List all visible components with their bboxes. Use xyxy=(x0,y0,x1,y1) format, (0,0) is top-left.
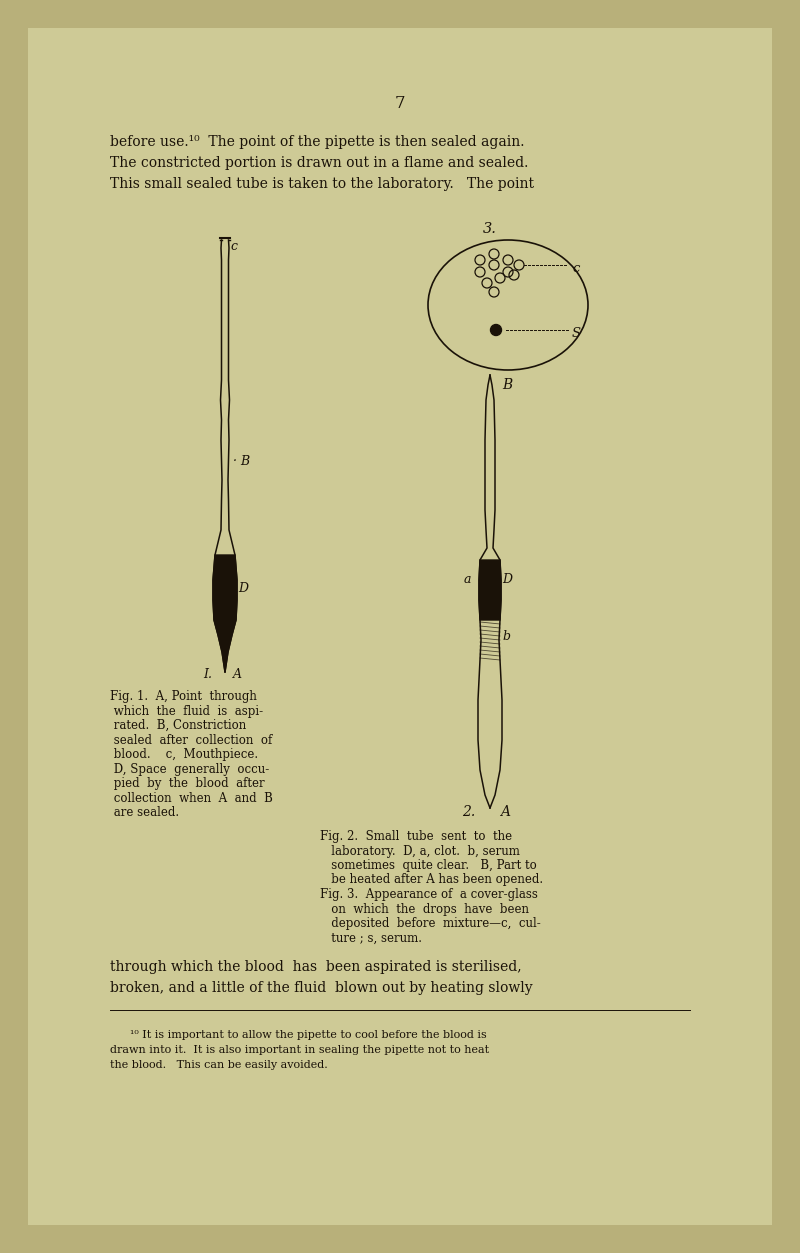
Text: b: b xyxy=(502,630,510,643)
Text: broken, and a little of the fluid  blown out by heating slowly: broken, and a little of the fluid blown … xyxy=(110,981,533,995)
Text: Fig. 3.  Appearance of  a cover-glass: Fig. 3. Appearance of a cover-glass xyxy=(320,888,538,901)
Text: deposited  before  mixture—c,  cul-: deposited before mixture—c, cul- xyxy=(320,917,541,930)
Text: a: a xyxy=(464,573,471,586)
Text: blood.    c,  Mouthpiece.: blood. c, Mouthpiece. xyxy=(110,748,258,761)
Text: D: D xyxy=(502,573,512,586)
Circle shape xyxy=(490,325,502,336)
Text: A: A xyxy=(500,804,510,819)
Text: rated.  B, Constriction: rated. B, Constriction xyxy=(110,719,246,732)
Text: ¹⁰ It is important to allow the pipette to cool before the blood is: ¹⁰ It is important to allow the pipette … xyxy=(130,1030,486,1040)
Text: I.: I. xyxy=(203,668,212,680)
Text: B: B xyxy=(502,378,512,392)
Text: 3.: 3. xyxy=(483,222,497,236)
Text: 2.: 2. xyxy=(462,804,475,819)
Text: c: c xyxy=(230,241,237,253)
Text: Fig. 1.  A, Point  through: Fig. 1. A, Point through xyxy=(110,690,257,703)
Text: collection  when  A  and  B: collection when A and B xyxy=(110,792,273,804)
Text: the blood.   This can be easily avoided.: the blood. This can be easily avoided. xyxy=(110,1060,328,1070)
Text: S: S xyxy=(572,327,581,340)
Text: are sealed.: are sealed. xyxy=(110,806,179,819)
Text: A: A xyxy=(233,668,242,680)
Text: ture ; s, serum.: ture ; s, serum. xyxy=(320,931,422,945)
Text: be heated after A has been opened.: be heated after A has been opened. xyxy=(320,873,543,887)
Text: through which the blood  has  been aspirated is sterilised,: through which the blood has been aspirat… xyxy=(110,960,522,974)
Text: sometimes  quite clear.   B, Part to: sometimes quite clear. B, Part to xyxy=(320,860,537,872)
Text: drawn into it.  It is also important in sealing the pipette not to heat: drawn into it. It is also important in s… xyxy=(110,1045,489,1055)
Text: pied  by  the  blood  after: pied by the blood after xyxy=(110,777,265,789)
Text: D: D xyxy=(238,581,248,595)
Text: sealed  after  collection  of: sealed after collection of xyxy=(110,733,272,747)
Text: · B: · B xyxy=(233,455,250,469)
Text: 7: 7 xyxy=(394,95,406,112)
Text: before use.¹⁰  The point of the pipette is then sealed again.: before use.¹⁰ The point of the pipette i… xyxy=(110,135,525,149)
Text: laboratory.  D, a, clot.  b, serum: laboratory. D, a, clot. b, serum xyxy=(320,845,520,857)
Text: Fig. 2.  Small  tube  sent  to  the: Fig. 2. Small tube sent to the xyxy=(320,829,512,843)
Text: on  which  the  drops  have  been: on which the drops have been xyxy=(320,902,529,916)
Text: The constricted portion is drawn out in a flame and sealed.: The constricted portion is drawn out in … xyxy=(110,157,528,170)
Polygon shape xyxy=(479,560,501,620)
Text: D, Space  generally  occu-: D, Space generally occu- xyxy=(110,763,270,776)
Text: c: c xyxy=(572,262,579,274)
Text: This small sealed tube is taken to the laboratory.   The point: This small sealed tube is taken to the l… xyxy=(110,177,534,190)
Polygon shape xyxy=(213,555,237,672)
Text: which  the  fluid  is  aspi-: which the fluid is aspi- xyxy=(110,704,263,718)
